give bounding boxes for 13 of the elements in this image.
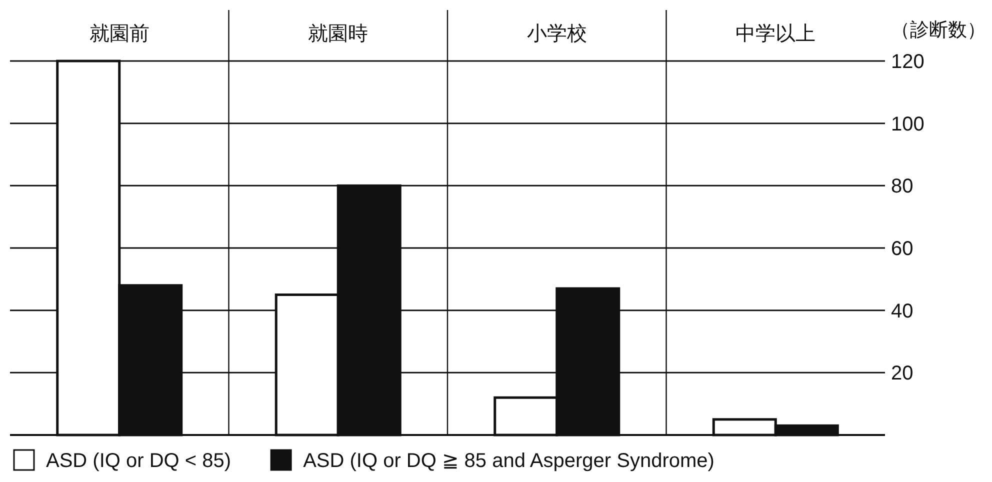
y-tick-label: 20 [891,362,914,385]
legend-label: ASD (IQ or DQ ≧ 85 and Asperger Syndrome) [303,450,714,472]
y-tick-label: 40 [891,300,914,322]
legend-label: ASD (IQ or DQ < 85) [46,450,232,472]
y-tick-label: 120 [891,51,924,73]
y-tick-label: 60 [891,238,914,260]
x-tick-label: 中学以上 [736,23,816,45]
y-tick-label: 80 [891,176,914,198]
y-axis-title: （診断数） [891,20,986,41]
x-tick-label: 就園前 [89,23,150,45]
x-tick-label: 就園時 [308,23,368,45]
x-tick-label: 小学校 [526,23,587,45]
y-tick-label: 100 [891,113,924,136]
